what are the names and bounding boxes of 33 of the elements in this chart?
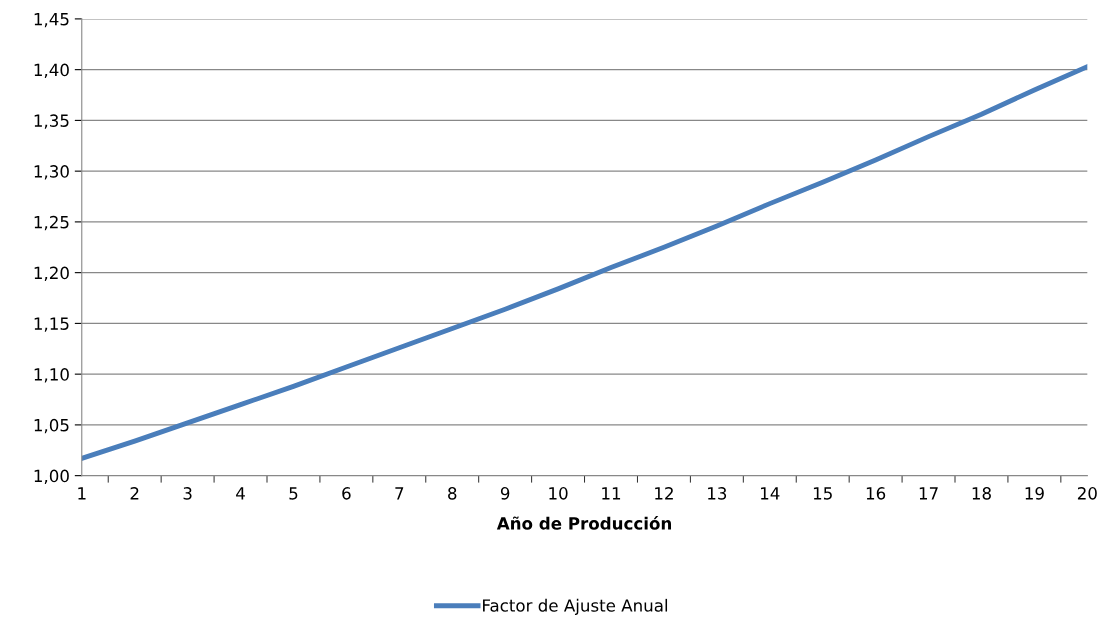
y-tick-label: 1,05 — [34, 418, 69, 434]
y-tick-label: 1,35 — [34, 114, 69, 129]
x-tick-label: 9 — [500, 487, 510, 500]
x-tick-label: 3 — [183, 487, 192, 500]
y-tick-label: 1,30 — [34, 165, 69, 180]
x-tick-label: 8 — [448, 487, 457, 500]
y-tick-label: 1,45 — [34, 13, 69, 28]
x-tick-label: 12 — [655, 487, 673, 500]
x-tick-label: 5 — [289, 487, 298, 500]
x-tick-label: 6 — [342, 487, 351, 500]
x-tick-label: 11 — [602, 487, 621, 500]
x-tick-label: 16 — [866, 487, 886, 500]
y-tick-label: 1,10 — [34, 368, 69, 383]
x-tick-label: 14 — [761, 487, 780, 500]
y-tick-label: 1,20 — [34, 266, 69, 281]
x-tick-label: 7 — [395, 487, 404, 500]
x-tick-label: 1 — [78, 487, 86, 500]
x-tick-label: 19 — [1025, 487, 1044, 500]
x-tick-label: 13 — [708, 487, 727, 500]
y-tick-label: 1,25 — [34, 215, 69, 231]
x-tick-label: 10 — [549, 487, 568, 500]
x-tick-label: 18 — [972, 487, 991, 500]
x-tick-label: 20 — [1077, 487, 1097, 500]
x-tick-label: 17 — [919, 487, 938, 500]
x-axis-title: Año de Producción — [496, 516, 671, 530]
legend-label: Factor de Ajuste Anual — [483, 598, 668, 615]
x-tick-label: 4 — [236, 487, 245, 500]
line-series — [81, 64, 1088, 461]
x-tick-label: 2 — [130, 487, 139, 500]
y-tick-label: 1,00 — [34, 469, 69, 484]
x-tick-label: 15 — [813, 487, 832, 500]
y-tick-label: 1,40 — [34, 63, 69, 78]
y-tick-label: 1,15 — [34, 317, 69, 332]
